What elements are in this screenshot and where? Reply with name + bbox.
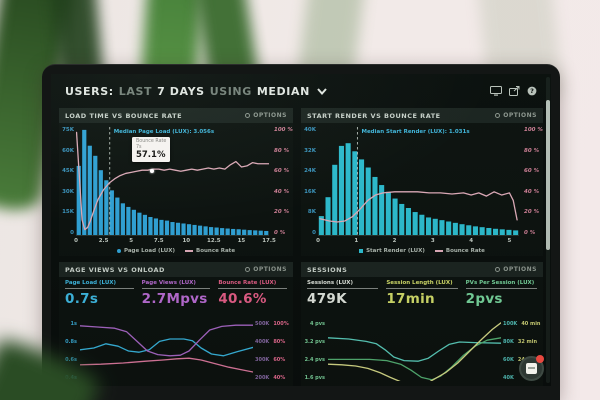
plot-area: [328, 321, 501, 381]
header-last-label: LAST: [118, 84, 153, 98]
y-axis-right: 100 % 80 % 60 % 40 % 20 % 0 %: [524, 127, 543, 236]
load-time-chart: 75K 60K 45K 30K 15K 0 Median Page Load (LUX):…: [59, 123, 293, 256]
panel-header: START RENDER VS BOUNCE RATE OPTIONS: [301, 108, 543, 123]
header-using-label: USING: [209, 84, 252, 98]
metric-row: Page Load (LUX) 0.7s Page Views (LUX) 2.…: [59, 277, 293, 317]
panel-title: SESSIONS: [307, 265, 348, 274]
panel-load-time: LOAD TIME VS BOUNCE RATE OPTIONS 75K 60K 4…: [59, 108, 293, 256]
sessions-chart: 4 pvs 3.2 pvs 2.4 pvs 1.6 pvs 100K 40 min 80K…: [301, 319, 543, 386]
tooltip-title: Bounce Rate: [135, 138, 167, 144]
panel-pageviews-onload: PAGE VIEWS VS ONLOAD OPTIONS Page Load (…: [59, 262, 293, 386]
options-button[interactable]: OPTIONS: [495, 112, 537, 119]
chat-button[interactable]: [519, 355, 544, 381]
dashboard-screen: USERS: LAST 7 DAYS USING MEDIAN ?: [51, 74, 551, 386]
y-axis-right: 100 % 80 % 60 % 40 % 20 % 0 %: [274, 127, 293, 236]
scrollbar-thumb[interactable]: [546, 100, 550, 250]
gear-icon: [495, 267, 501, 272]
options-button[interactable]: OPTIONS: [245, 112, 287, 119]
panel-header: SESSIONS OPTIONS: [301, 262, 543, 277]
metric-bounce-rate: Bounce Rate (LUX) 40.6%: [218, 280, 288, 317]
options-button[interactable]: OPTIONS: [495, 266, 537, 273]
panel-header: LOAD TIME VS BOUNCE RATE OPTIONS: [59, 108, 293, 123]
y-axis-left: 75K 60K 45K 30K 15K 0: [62, 127, 74, 236]
chart-legend: Start Render (LUX) Bounce Rate: [301, 246, 543, 256]
gear-icon: [495, 113, 501, 118]
header-range-value[interactable]: 7 DAYS: [157, 84, 205, 98]
tooltip-sub: 7s: [135, 144, 142, 150]
median-dropdown[interactable]: MEDIAN: [256, 84, 310, 98]
median-annotation: Median Page Load (LUX): 3.056s: [113, 129, 215, 135]
header-users-label: USERS:: [65, 84, 114, 98]
panel-title: PAGE VIEWS VS ONLOAD: [65, 265, 165, 274]
plot-area: Median Start Render (LUX): 1.031s: [318, 127, 519, 236]
help-circle-icon[interactable]: ?: [527, 86, 537, 96]
chevron-down-icon[interactable]: [317, 87, 327, 95]
y-axis-right: 500K 100% 400K 80% 300K 60% 200K 40%: [255, 321, 289, 381]
tooltip-value: 57.1%: [135, 149, 166, 160]
metric-sessions: Sessions (LUX) 479K: [307, 280, 379, 317]
plot-area: Median Page Load (LUX): 3.056s Bounce Ra…: [76, 127, 269, 236]
gear-icon: [245, 267, 251, 272]
tooltip-marker: [150, 169, 155, 174]
metric-pvs-per-session: PVs Per Session (LUX) 2pvs: [465, 280, 537, 317]
metric-row: Sessions (LUX) 479K Session Length (LUX)…: [301, 277, 543, 317]
options-button[interactable]: OPTIONS: [245, 266, 287, 273]
share-icon[interactable]: [509, 86, 520, 96]
notification-badge: [536, 355, 544, 363]
metric-page-load: Page Load (LUX) 0.7s: [65, 280, 134, 317]
y-axis-left: 4 pvs 3.2 pvs 2.4 pvs 1.6 pvs: [304, 321, 325, 381]
x-axis: 0 2.5 5 7.5 10 12.5 15 17.5: [74, 238, 276, 244]
panel-title: LOAD TIME VS BOUNCE RATE: [65, 111, 183, 120]
panel-start-render: START RENDER VS BOUNCE RATE OPTIONS 40K 3…: [301, 108, 543, 256]
panel-header: PAGE VIEWS VS ONLOAD OPTIONS: [59, 262, 293, 277]
dashboard-header: USERS: LAST 7 DAYS USING MEDIAN ?: [65, 80, 537, 102]
monitor-icon[interactable]: [490, 86, 502, 96]
gear-icon: [245, 113, 251, 118]
plot-area: [80, 321, 253, 381]
metric-session-length: Session Length (LUX) 17min: [386, 280, 458, 317]
y-axis-left: 40K 32K 24K 16K 8K 0: [304, 127, 316, 236]
start-render-chart: 40K 32K 24K 16K 8K 0 Median Start Render (LUX…: [301, 123, 543, 256]
laptop: USERS: LAST 7 DAYS USING MEDIAN ?: [42, 64, 560, 400]
svg-text:?: ?: [530, 87, 534, 95]
tooltip: Bounce Rate 7s 57.1%: [131, 136, 171, 163]
metric-page-views: Page Views (LUX) 2.7Mpvs: [141, 280, 211, 317]
panel-sessions: SESSIONS OPTIONS Sessions (LUX) 479K Ses…: [301, 262, 543, 386]
median-annotation: Median Start Render (LUX): 1.031s: [361, 129, 470, 135]
pageviews-onload-chart: 1s0.8s0.6s0.4s 500K100%400K80%300K60%200…: [59, 319, 293, 386]
chart-legend: Page Load (LUX) Bounce Rate: [59, 246, 293, 256]
chat-icon: [526, 363, 537, 374]
panel-title: START RENDER VS BOUNCE RATE: [307, 111, 441, 120]
